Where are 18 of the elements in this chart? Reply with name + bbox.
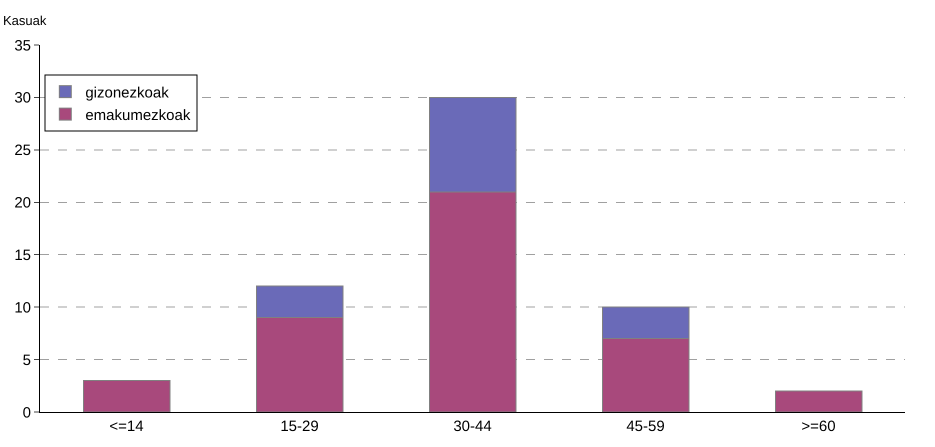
y-tick-label: 15 <box>14 246 31 264</box>
y-axis-title: Kasuak <box>3 13 47 28</box>
y-tick-label: 0 <box>22 404 31 422</box>
bar <box>82 380 170 412</box>
x-tick-label: >=60 <box>801 418 836 435</box>
x-tick-label: <=14 <box>109 418 144 435</box>
legend-label: gizonezkoak <box>85 84 170 102</box>
y-tick-label: 30 <box>14 90 31 107</box>
x-tick-label: 15-29 <box>280 418 319 435</box>
x-tick-label: 45-59 <box>626 418 665 435</box>
x-tick-label: 30-44 <box>453 418 492 435</box>
y-tick-label: 10 <box>14 299 31 316</box>
legend-label: emakumezkoak <box>85 106 191 124</box>
y-tick-label: 35 <box>14 37 31 54</box>
y-tick-label: 20 <box>14 194 31 212</box>
y-tick-label: 5 <box>22 352 31 369</box>
bar <box>774 390 862 412</box>
y-tick-label: 25 <box>14 142 31 160</box>
